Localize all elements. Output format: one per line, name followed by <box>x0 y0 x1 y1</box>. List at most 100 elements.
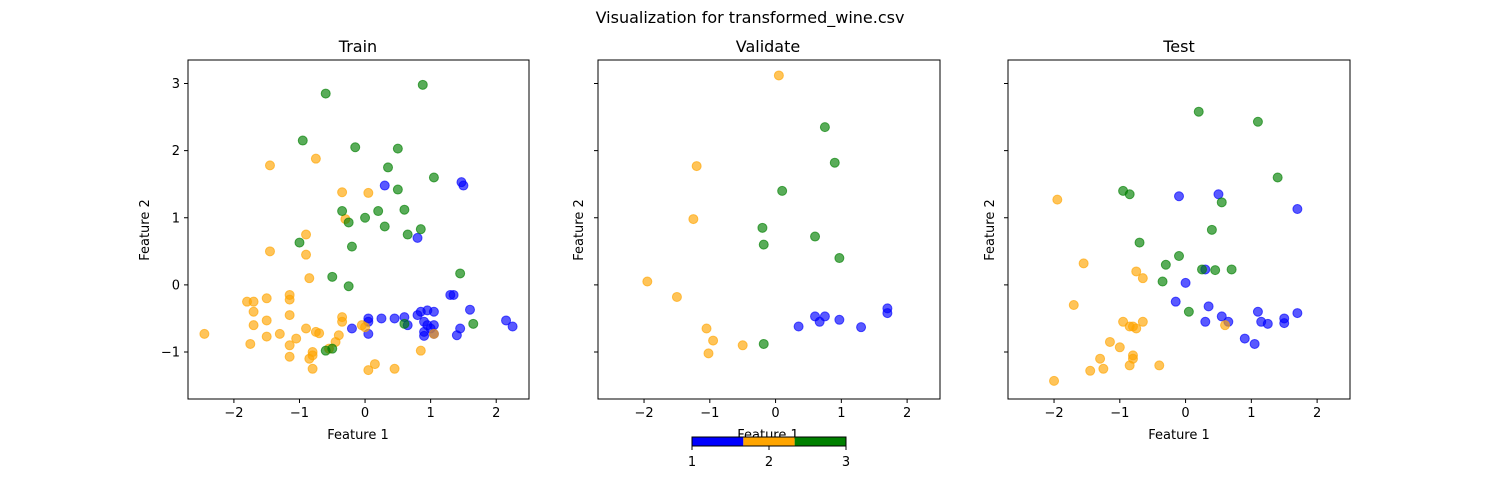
point-class-2 <box>304 273 315 284</box>
point-class-1 <box>1200 316 1211 327</box>
point-class-1 <box>379 180 390 191</box>
point-class-2 <box>1137 273 1148 284</box>
point-class-3 <box>428 172 439 183</box>
point-class-1 <box>389 313 400 324</box>
point-class-3 <box>360 212 371 223</box>
point-class-3 <box>346 241 357 252</box>
point-class-3 <box>392 184 403 195</box>
point-class-1 <box>793 321 804 332</box>
point-class-2 <box>284 310 295 321</box>
point-class-3 <box>392 143 403 154</box>
point-class-3 <box>343 217 354 228</box>
point-class-1 <box>501 315 512 326</box>
point-class-2 <box>307 363 318 374</box>
point-class-3 <box>1157 276 1168 287</box>
figure-title: Visualization for transformed_wine.csv <box>596 8 905 28</box>
y-tick-label: 3 <box>172 77 180 92</box>
point-class-2 <box>691 161 702 172</box>
point-class-2 <box>291 333 302 344</box>
point-class-1 <box>1249 338 1260 349</box>
x-tick-label: −1 <box>290 406 309 421</box>
y-axis-label-validate: Feature 2 <box>572 199 587 261</box>
point-class-1 <box>1252 306 1263 317</box>
point-class-2 <box>1049 375 1060 386</box>
point-class-1 <box>458 180 469 191</box>
point-class-2 <box>1078 258 1089 269</box>
point-class-3 <box>1210 265 1221 276</box>
point-class-2 <box>248 320 259 331</box>
point-class-2 <box>1114 342 1125 353</box>
x-tick-label: −1 <box>1110 406 1129 421</box>
point-class-1 <box>376 313 387 324</box>
point-class-2 <box>248 306 259 317</box>
point-class-2 <box>737 340 748 351</box>
point-class-2 <box>310 153 321 164</box>
point-class-2 <box>369 359 380 370</box>
point-class-2 <box>1124 360 1135 371</box>
point-class-3 <box>757 222 768 233</box>
point-class-2 <box>274 328 285 339</box>
point-class-3 <box>1216 197 1227 208</box>
x-tick-label: −2 <box>634 406 653 421</box>
point-class-2 <box>301 323 312 334</box>
point-class-1 <box>428 306 439 317</box>
point-class-2 <box>1154 360 1165 371</box>
colorbar: 1 2 3 <box>688 436 850 470</box>
point-class-1 <box>1292 204 1303 215</box>
point-class-2 <box>642 276 653 287</box>
point-class-1 <box>1292 308 1303 319</box>
point-class-3 <box>337 206 348 217</box>
point-class-3 <box>819 122 830 133</box>
point-class-3 <box>758 239 769 250</box>
point-class-2 <box>199 328 210 339</box>
point-class-2 <box>360 322 371 333</box>
point-class-3 <box>379 221 390 232</box>
point-class-1 <box>1174 191 1184 202</box>
x-tick-label: −2 <box>224 406 243 421</box>
test-panel: Test Feature 1 Feature 2 −2 −1 0 1 2 <box>983 37 1351 443</box>
point-class-3 <box>294 237 305 248</box>
point-class-2 <box>261 331 272 342</box>
point-class-2 <box>301 229 312 240</box>
point-class-2 <box>1098 363 1109 374</box>
point-class-2 <box>1104 336 1115 347</box>
point-class-1 <box>464 304 475 315</box>
point-class-3 <box>327 271 338 282</box>
point-class-2 <box>314 328 325 339</box>
point-class-1 <box>1279 318 1290 329</box>
point-class-1 <box>856 322 867 333</box>
point-class-1 <box>1216 311 1227 322</box>
plot-frame-test <box>1007 59 1351 400</box>
point-class-3 <box>417 79 428 90</box>
x-tick-label: 0 <box>1181 406 1189 421</box>
x-tick-label: 1 <box>426 406 434 421</box>
point-class-3 <box>399 204 410 215</box>
point-class-2 <box>1052 194 1063 205</box>
colorbar-segment-2 <box>743 437 795 446</box>
point-class-2 <box>264 160 275 171</box>
point-class-2 <box>701 323 712 334</box>
point-class-3 <box>1206 224 1217 235</box>
point-class-3 <box>468 318 479 329</box>
point-class-2 <box>245 338 256 349</box>
point-class-2 <box>261 315 272 326</box>
point-class-3 <box>402 229 413 240</box>
x-tick-label: 1 <box>1247 406 1255 421</box>
point-class-1 <box>428 320 439 331</box>
colorbar-tick-label: 3 <box>842 455 850 470</box>
x-tick-label: 1 <box>837 406 845 421</box>
x-tick-label: 2 <box>903 406 911 421</box>
point-class-2 <box>1095 353 1106 364</box>
x-tick-label: 0 <box>361 406 369 421</box>
point-class-1 <box>1203 301 1214 312</box>
point-class-3 <box>1124 189 1135 200</box>
plot-frame-train <box>187 59 530 400</box>
point-class-2 <box>671 291 682 302</box>
point-class-2 <box>428 328 439 339</box>
point-class-2 <box>284 340 295 351</box>
point-class-2 <box>1131 266 1142 277</box>
colorbar-tick-label: 1 <box>688 455 696 470</box>
train-panel: Train Feature 1 Feature 2 −2 −1 0 1 2 −1 0 1 2 3 <box>138 37 530 443</box>
y-axis-label-test: Feature 2 <box>983 199 998 261</box>
x-tick-label: 2 <box>1313 406 1321 421</box>
